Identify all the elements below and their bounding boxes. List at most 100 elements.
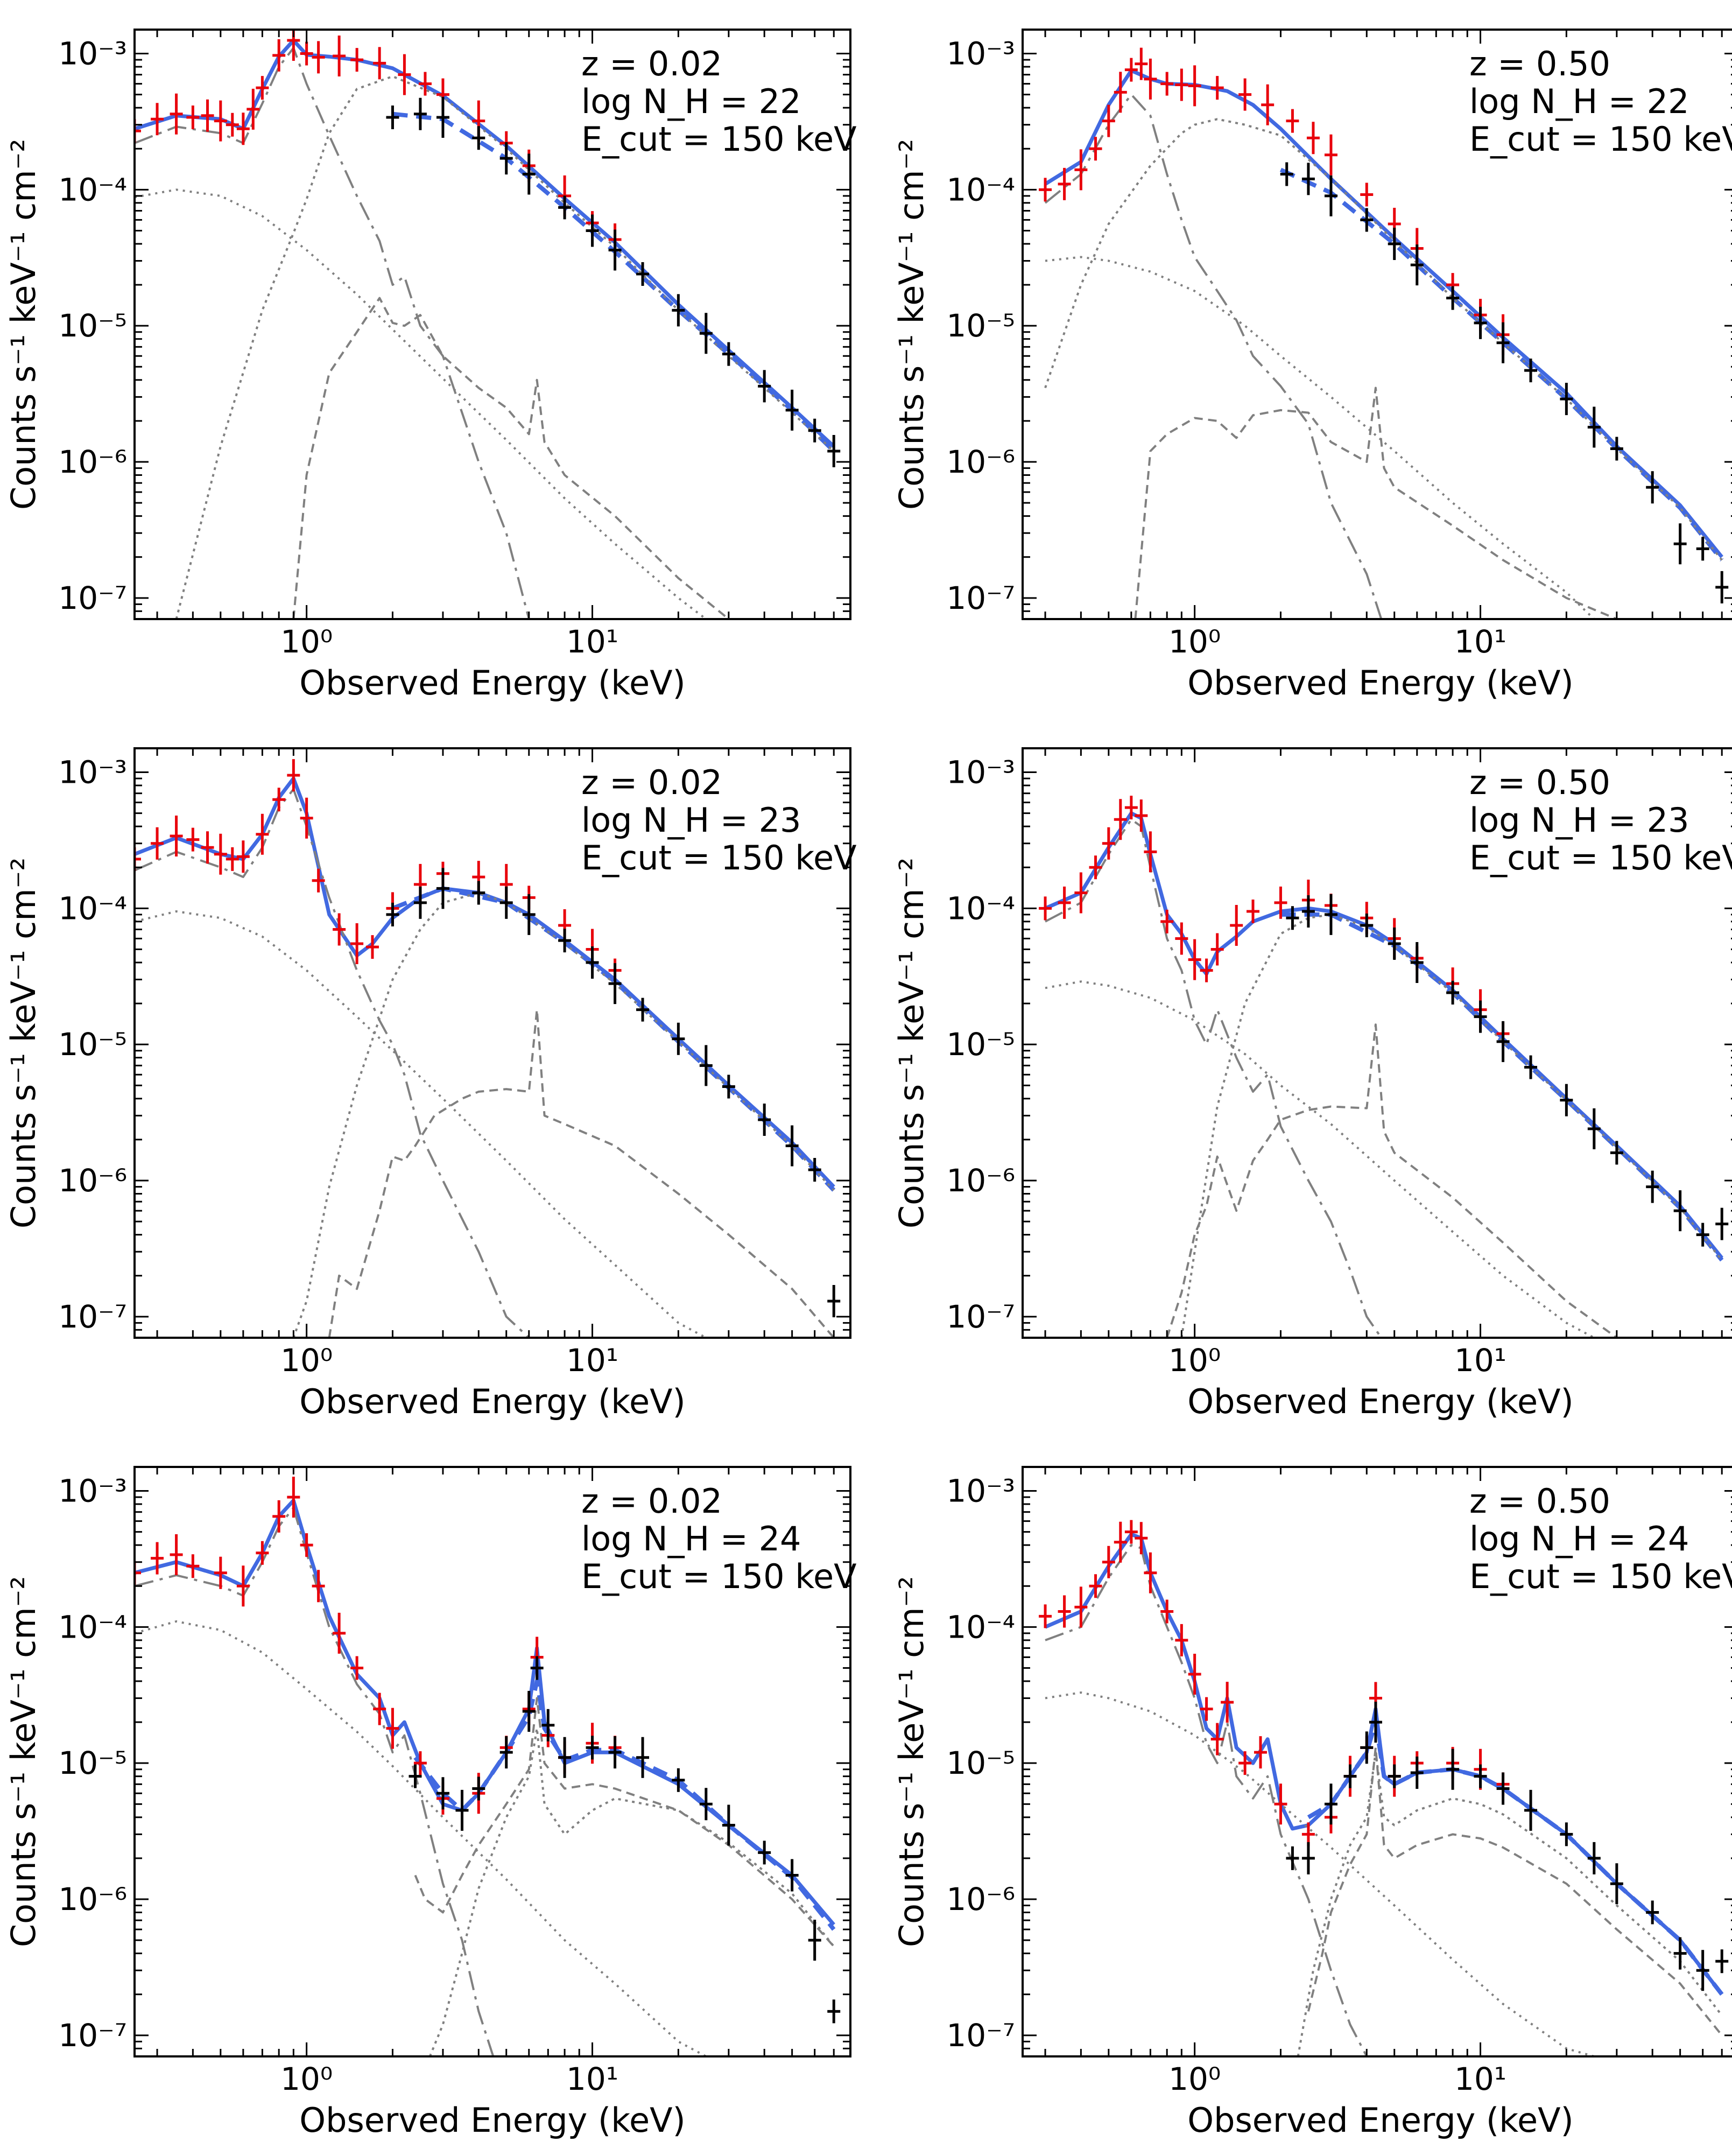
y-tick-label: 10⁻⁶ [946, 1162, 1015, 1199]
x-tick-label: 10¹ [566, 1342, 618, 1379]
series-reflection-continuum [328, 1008, 835, 1338]
series-thermal-component [1045, 256, 1595, 619]
series-hard-band-model [1279, 167, 1724, 561]
axes-frame [133, 1466, 851, 2057]
y-axis-label: Counts s⁻¹ keV⁻¹ cm⁻² [892, 139, 931, 510]
y-tick-label: 10⁻⁷ [946, 580, 1015, 616]
spectrum-panel-1: 10⁰ 10¹ 10⁻³ 10⁻⁴ 10⁻⁵ 10⁻⁶ 10⁻⁷ Observed Energ… [4, 29, 857, 703]
y-tick-label: 10⁻⁷ [58, 1298, 127, 1335]
y-tick-label: 10⁻⁵ [946, 307, 1015, 344]
series-total-model [1044, 1532, 1723, 1996]
axes-frame [133, 747, 851, 1339]
series-soft-data [135, 1477, 622, 1815]
x-tick-label: 10¹ [566, 623, 618, 660]
axes-frame [1022, 747, 1732, 1339]
y-axis-label: Counts s⁻¹ keV⁻¹ cm⁻² [4, 139, 43, 510]
panel-annotation: E_cut = 150 keV [1469, 1557, 1732, 1596]
panel-annotation: z = 0.02 [581, 1481, 722, 1521]
series-hard-data [386, 868, 841, 1318]
panel-annotation: E_cut = 150 keV [581, 1557, 857, 1596]
y-tick-label: 10⁻⁴ [946, 171, 1015, 208]
series-hard-data [1280, 162, 1729, 603]
panel-annotation: log N_H = 23 [581, 800, 801, 840]
plot-area [1039, 47, 1729, 619]
y-tick-label: 10⁻⁴ [58, 1609, 127, 1645]
y-axis-label: Counts s⁻¹ keV⁻¹ cm⁻² [4, 858, 43, 1228]
plot-area [1039, 1520, 1729, 2056]
x-tick-label: 10¹ [1454, 2061, 1506, 2097]
x-tick-label: 10⁰ [280, 1342, 333, 1379]
y-tick-label: 10⁻⁴ [946, 1609, 1015, 1645]
y-tick-label: 10⁻⁵ [58, 307, 127, 344]
series-scattered-soft-component [1045, 818, 1383, 1338]
y-axis-label: Counts s⁻¹ keV⁻¹ cm⁻² [892, 1576, 931, 1947]
panel-annotation: log N_H = 24 [581, 1519, 801, 1558]
series-thermal-component [1045, 980, 1595, 1338]
y-tick-label: 10⁻⁶ [946, 444, 1015, 480]
spectrum-panel-5: 10⁰ 10¹ 10⁻³ 10⁻⁴ 10⁻⁵ 10⁻⁶ 10⁻⁷ Observed Energ… [4, 1466, 857, 2140]
spectrum-panel-6: 10⁰ 10¹ 10⁻³ 10⁻⁴ 10⁻⁵ 10⁻⁶ 10⁻⁷ Observed Energ… [892, 1466, 1732, 2140]
y-tick-label: 10⁻⁴ [946, 890, 1015, 926]
y-tick-label: 10⁻⁷ [946, 1298, 1015, 1335]
plot-area [135, 30, 841, 619]
series-soft-data [1039, 47, 1510, 355]
y-tick-label: 10⁻⁴ [58, 171, 127, 208]
plot-area [135, 1477, 841, 2056]
y-tick-label: 10⁻³ [58, 36, 127, 72]
x-tick-label: 10⁰ [280, 2061, 333, 2097]
series-hard-band-model [1280, 912, 1724, 1262]
panel-annotation: log N_H = 22 [581, 82, 801, 121]
panel-annotation: z = 0.02 [581, 763, 722, 802]
y-tick-label: 10⁻³ [58, 1473, 127, 1509]
series-thermal-component [1045, 1691, 1595, 2056]
x-tick-label: 10¹ [566, 2061, 618, 2097]
y-tick-label: 10⁻³ [946, 754, 1015, 791]
series-absorbed-power-law [292, 891, 835, 1338]
series-reflection-continuum [1134, 387, 1617, 619]
y-tick-label: 10⁻⁵ [58, 1745, 127, 1781]
y-tick-label: 10⁻⁵ [946, 1745, 1015, 1781]
panel-annotation: z = 0.50 [1469, 763, 1610, 802]
series-scattered-soft-component [135, 788, 530, 1338]
series-hard-band-model [413, 1679, 836, 1931]
y-tick-label: 10⁻⁶ [58, 1162, 127, 1199]
series-reflection-continuum [292, 297, 730, 619]
axes-frame [133, 29, 851, 620]
y-tick-label: 10⁻⁶ [58, 1881, 127, 1918]
series-reflection-continuum [1307, 1746, 1723, 2036]
series-absorbed-power-law [1044, 118, 1723, 561]
series-scattered-soft-component [135, 1507, 495, 2056]
panel-annotation: E_cut = 150 keV [1469, 120, 1732, 159]
y-tick-label: 10⁻⁷ [946, 2017, 1015, 2054]
y-tick-label: 10⁻⁵ [58, 1026, 127, 1063]
plot-area [1039, 796, 1729, 1338]
series-reflection-continuum [1166, 1023, 1618, 1338]
y-tick-label: 10⁻³ [946, 36, 1015, 72]
x-axis-label: Observed Energy (keV) [299, 1382, 685, 1421]
series-absorbed-power-law [1297, 1751, 1723, 2056]
series-soft-data [135, 30, 622, 256]
spectrum-panel-4: 10⁰ 10¹ 10⁻³ 10⁻⁴ 10⁻⁵ 10⁻⁶ 10⁻⁷ Observed Energ… [892, 747, 1732, 1421]
panel-annotation: E_cut = 150 keV [1469, 838, 1732, 877]
series-hard-data [1286, 1702, 1729, 1991]
x-tick-label: 10⁰ [1168, 1342, 1221, 1379]
y-tick-label: 10⁻⁷ [58, 2017, 127, 2054]
panel-annotation: log N_H = 24 [1469, 1519, 1689, 1558]
axes-frame [1022, 1466, 1732, 2057]
y-tick-label: 10⁻⁵ [946, 1026, 1015, 1063]
series-scattered-soft-component [135, 47, 530, 619]
series-thermal-component [135, 910, 707, 1338]
series-total-model [1044, 811, 1723, 1259]
panel-annotation: z = 0.02 [581, 44, 722, 83]
y-tick-label: 10⁻⁶ [58, 444, 127, 480]
panel-annotation: log N_H = 23 [1469, 800, 1689, 840]
y-tick-label: 10⁻³ [946, 1473, 1015, 1509]
series-hard-data [1286, 894, 1729, 1247]
y-tick-label: 10⁻⁷ [58, 580, 127, 616]
x-tick-label: 10¹ [1454, 623, 1506, 660]
x-tick-label: 10⁰ [1168, 623, 1221, 660]
series-soft-data [135, 759, 622, 982]
series-soft-data [1039, 796, 1510, 1046]
x-tick-label: 10⁰ [1168, 2061, 1221, 2097]
